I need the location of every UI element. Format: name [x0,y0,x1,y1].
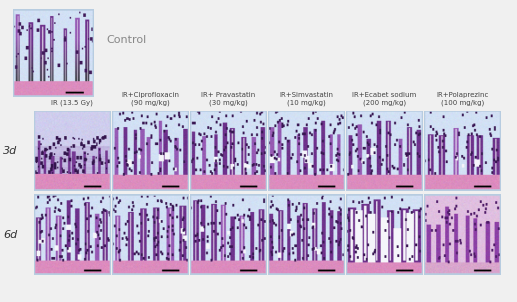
Text: IR (13.5 Gy): IR (13.5 Gy) [51,99,93,106]
Text: IR+ Pravastatin
(30 mg/kg): IR+ Pravastatin (30 mg/kg) [201,92,255,106]
Text: IR+Ecabet sodium
(200 mg/kg): IR+Ecabet sodium (200 mg/kg) [352,92,416,106]
Text: IR+Polaprezinc
(100 mg/kg): IR+Polaprezinc (100 mg/kg) [436,92,489,106]
Text: 3d: 3d [3,146,18,156]
Text: 6d: 6d [3,230,18,239]
Text: IR+Simvastatin
(10 mg/kg): IR+Simvastatin (10 mg/kg) [279,92,333,106]
Text: IR+Ciprofloxacin
(90 mg/kg): IR+Ciprofloxacin (90 mg/kg) [121,92,179,106]
Text: Control: Control [106,35,146,45]
